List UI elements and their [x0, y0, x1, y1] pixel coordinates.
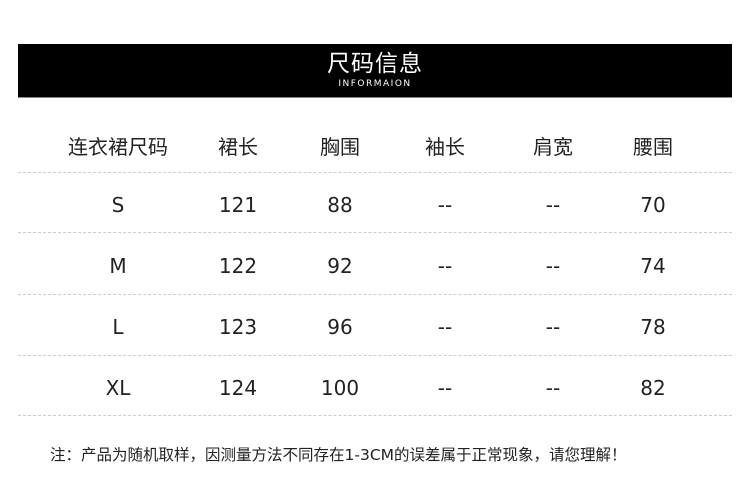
column-header: 连衣裙尺码: [68, 135, 168, 159]
table-row: L 123 96 -- -- 78: [18, 312, 732, 342]
table-cell: --: [437, 315, 453, 339]
table-cell: XL: [105, 376, 131, 400]
header-banner: 尺码信息 INFORMAION: [18, 44, 732, 98]
table-header-row: 连衣裙尺码 裙长 胸围 袖长 肩宽 腰围: [18, 132, 732, 162]
table-cell: 123: [218, 315, 258, 339]
table-cell: --: [545, 315, 561, 339]
table-cell: 124: [218, 376, 258, 400]
row-divider: [18, 172, 732, 173]
column-header: 裙长: [218, 135, 258, 159]
table-cell: --: [545, 254, 561, 278]
disclaimer-note: 注：产品为随机取样，因测量方法不同存在1-3CM的误差属于正常现象，请您理解！: [50, 446, 627, 464]
table-cell: --: [545, 193, 561, 217]
table-cell: 100: [320, 376, 360, 400]
table-cell: L: [112, 315, 124, 339]
column-header: 肩宽: [533, 135, 573, 159]
banner-title: 尺码信息: [327, 51, 423, 77]
table-cell: 96: [327, 315, 353, 339]
table-cell: M: [109, 254, 127, 278]
column-header: 胸围: [320, 135, 360, 159]
table-cell: 122: [218, 254, 258, 278]
table-row: XL 124 100 -- -- 82: [18, 373, 732, 403]
table-cell: --: [437, 254, 453, 278]
table-cell: 82: [640, 376, 666, 400]
row-divider: [18, 294, 732, 295]
table-cell: 78: [640, 315, 666, 339]
table-cell: S: [111, 193, 125, 217]
table-row: S 121 88 -- -- 70: [18, 190, 732, 220]
table-cell: --: [437, 376, 453, 400]
table-cell: --: [545, 376, 561, 400]
table-cell: 88: [327, 193, 353, 217]
table-cell: 70: [640, 193, 666, 217]
table-cell: 74: [640, 254, 666, 278]
row-divider: [18, 355, 732, 356]
row-divider: [18, 232, 732, 233]
table-cell: 92: [327, 254, 353, 278]
table-cell: --: [437, 193, 453, 217]
table-row: M 122 92 -- -- 74: [18, 251, 732, 281]
column-header: 袖长: [425, 135, 465, 159]
banner-subtitle: INFORMAION: [338, 79, 412, 89]
column-header: 腰围: [633, 135, 673, 159]
row-divider: [18, 415, 732, 416]
table-cell: 121: [218, 193, 258, 217]
